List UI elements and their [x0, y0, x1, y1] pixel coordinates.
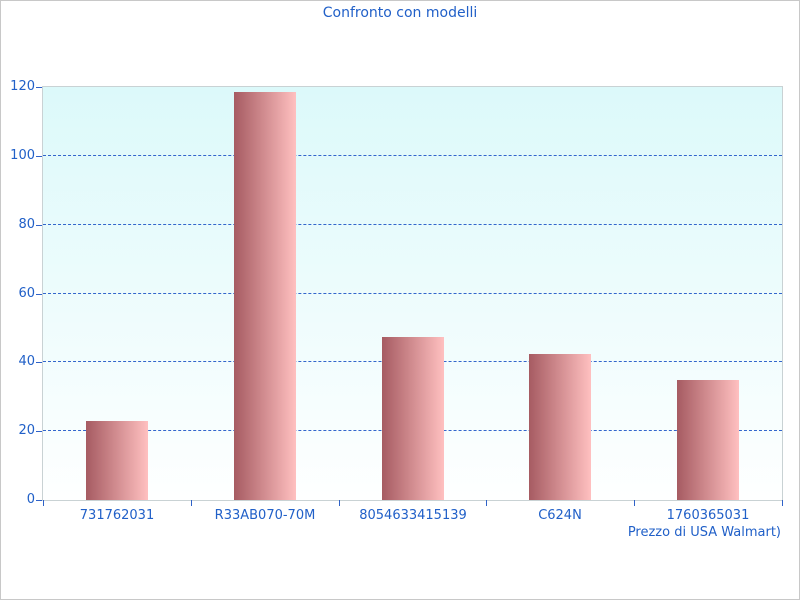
y-tick-label-0: 0 [26, 492, 35, 507]
y-tick-label-60: 60 [18, 285, 35, 301]
x-tick-mark-4 [634, 500, 635, 506]
x-category-label-R33AB070-70M: R33AB070-70M [214, 508, 316, 523]
x-category-label-731762031: 731762031 [79, 508, 155, 523]
bar-R33AB070-70M [234, 92, 296, 500]
x-category-label-8054633415139: 8054633415139 [359, 508, 467, 523]
y-tick-label-20: 20 [18, 423, 35, 439]
x-tick-mark-5 [782, 500, 783, 506]
x-tick-mark-3 [486, 500, 487, 506]
y-tick-mark-20 [36, 431, 42, 433]
x-axis-note: Prezzo di USA Walmart) [627, 525, 781, 540]
bar-731762031 [86, 421, 148, 500]
y-tick-mark-80 [36, 224, 42, 226]
y-tick-label-40: 40 [18, 354, 35, 370]
x-tick-mark-0 [43, 500, 44, 506]
y-tick-mark-120 [36, 87, 42, 88]
y-tick-label-100: 100 [10, 147, 35, 163]
gridline-100 [43, 154, 782, 156]
plot-area [42, 86, 783, 501]
x-tick-mark-2 [339, 500, 340, 506]
chart-title: Confronto con modelli [322, 5, 478, 21]
y-tick-mark-100 [36, 155, 42, 157]
bar-1760365031 [677, 380, 739, 500]
y-tick-label-80: 80 [18, 216, 35, 232]
y-tick-mark-0 [36, 500, 42, 501]
y-tick-mark-60 [36, 293, 42, 295]
gridline-80 [43, 223, 782, 225]
x-category-label-C624N: C624N [538, 508, 582, 523]
x-category-label-1760365031: 1760365031 [666, 508, 750, 523]
x-tick-mark-1 [191, 500, 192, 506]
gridline-60 [43, 292, 782, 294]
y-tick-label-120: 120 [10, 79, 35, 94]
bar-C624N [529, 354, 591, 500]
y-tick-mark-40 [36, 362, 42, 364]
bar-8054633415139 [382, 337, 444, 500]
